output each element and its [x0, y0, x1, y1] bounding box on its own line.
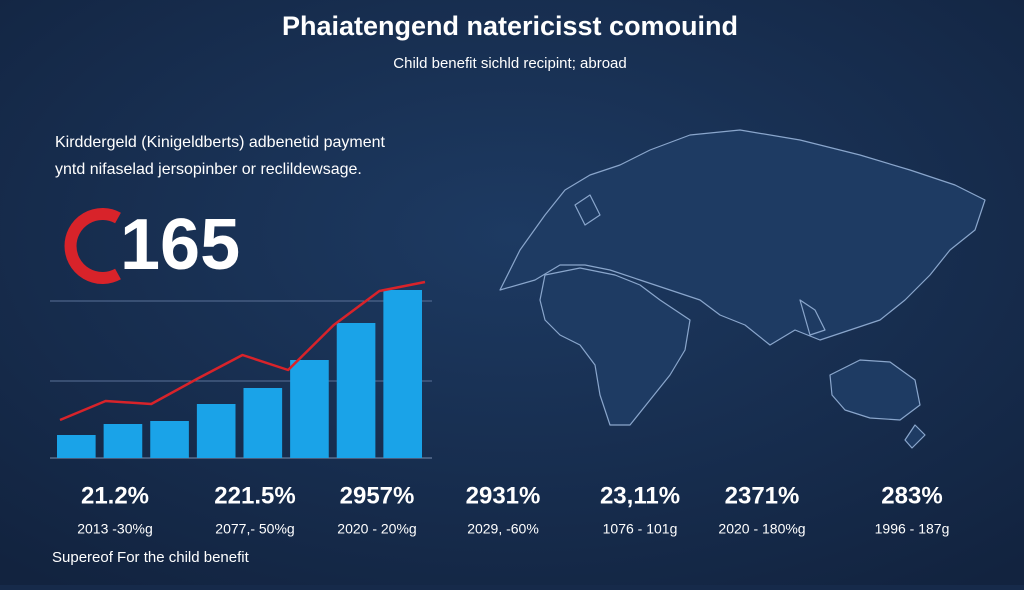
stat-value: 283%: [881, 482, 942, 509]
bar: [150, 421, 189, 458]
intro-line: yntd nifaselad jersopinber or reclildews…: [55, 161, 362, 178]
subtitle: Child benefit sichld recipint; abroad: [393, 55, 626, 72]
stat-label: 2029, -60%: [467, 521, 539, 537]
stat-label: 2077,- 50%g: [215, 521, 294, 537]
stat-label: 2020 - 180%g: [718, 521, 805, 537]
world-map: [499, 129, 986, 449]
stat-label: 1996 - 187g: [875, 521, 950, 537]
stat-value: 2371%: [725, 482, 800, 509]
stat-value: 2931%: [466, 482, 541, 509]
bar: [336, 323, 376, 458]
big-number: 165: [120, 205, 240, 285]
stat-label: 1076 - 101g: [603, 521, 678, 537]
bar: [243, 388, 283, 458]
ring-icon: [64, 208, 121, 284]
trend-line: [59, 280, 426, 422]
title: Phaiatengend natericisst comouind: [282, 11, 738, 41]
bar: [103, 424, 143, 458]
stat-label: 2013 -30%g: [77, 521, 153, 537]
stat-value: 21.2%: [81, 482, 149, 509]
bar: [383, 290, 422, 458]
stat-value: 221.5%: [214, 482, 295, 509]
stat-value: 2957%: [340, 482, 415, 509]
bar: [196, 404, 236, 458]
intro-line: Kirddergeld (Kinigeldberts) adbenetid pa…: [55, 134, 386, 151]
footer: Supereof For the child benefit: [52, 549, 250, 566]
stat-value: 23,11%: [600, 482, 680, 509]
stat-label: 2020 - 20%g: [337, 521, 416, 537]
bar: [57, 435, 96, 458]
bar: [290, 360, 329, 458]
